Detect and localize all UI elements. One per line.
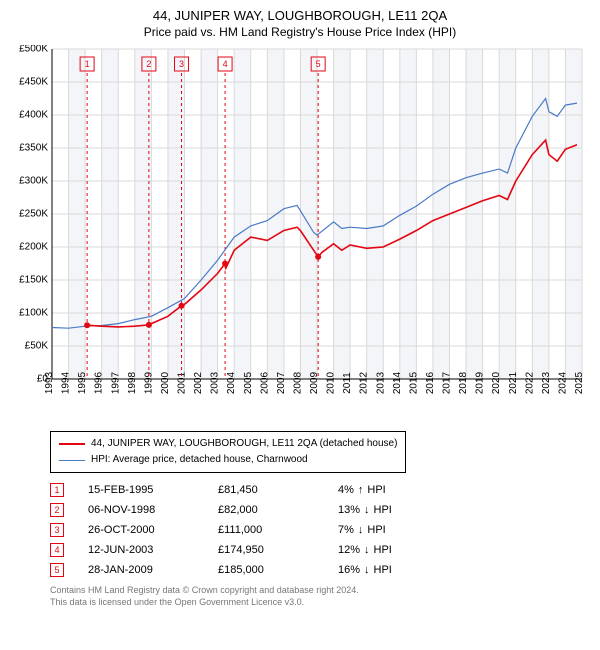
transaction-marker: 3 xyxy=(50,523,64,537)
legend-row-red: 44, JUNIPER WAY, LOUGHBOROUGH, LE11 2QA … xyxy=(59,436,397,452)
svg-text:1998: 1998 xyxy=(127,371,138,394)
svg-text:£450K: £450K xyxy=(19,77,48,88)
transaction-pct: 4% ↑ HPI xyxy=(338,484,438,496)
legend-label-red: 44, JUNIPER WAY, LOUGHBOROUGH, LE11 2QA … xyxy=(91,436,397,452)
svg-text:3: 3 xyxy=(179,59,184,69)
legend: 44, JUNIPER WAY, LOUGHBOROUGH, LE11 2QA … xyxy=(50,431,406,473)
svg-text:2013: 2013 xyxy=(375,371,386,394)
svg-text:£50K: £50K xyxy=(25,341,49,352)
svg-text:£500K: £500K xyxy=(19,45,48,55)
svg-text:2002: 2002 xyxy=(193,371,204,394)
transaction-pct: 16% ↓ HPI xyxy=(338,564,438,576)
svg-text:2020: 2020 xyxy=(491,371,502,394)
transaction-pct: 12% ↓ HPI xyxy=(338,544,438,556)
transaction-date: 06-NOV-1998 xyxy=(88,504,218,516)
svg-text:2016: 2016 xyxy=(425,371,436,394)
table-row: 4 12-JUN-2003£174,95012% ↓ HPI xyxy=(50,543,590,557)
transaction-marker: 4 xyxy=(50,543,64,557)
svg-text:2019: 2019 xyxy=(475,371,486,394)
transaction-price: £81,450 xyxy=(218,484,338,496)
transaction-date: 15-FEB-1995 xyxy=(88,484,218,496)
svg-text:4: 4 xyxy=(223,59,228,69)
chart-title: 44, JUNIPER WAY, LOUGHBOROUGH, LE11 2QA xyxy=(10,8,590,23)
svg-text:2008: 2008 xyxy=(292,371,303,394)
legend-row-blue: HPI: Average price, detached house, Char… xyxy=(59,452,397,468)
svg-text:2012: 2012 xyxy=(359,371,370,394)
legend-swatch-blue xyxy=(59,460,85,461)
table-row: 3 26-OCT-2000£111,0007% ↓ HPI xyxy=(50,523,590,537)
transaction-price: £82,000 xyxy=(218,504,338,516)
svg-text:2014: 2014 xyxy=(392,371,403,394)
transaction-marker: 1 xyxy=(50,483,64,497)
footer-line-1: Contains HM Land Registry data © Crown c… xyxy=(50,585,590,597)
svg-text:£400K: £400K xyxy=(19,110,48,121)
footer-line-2: This data is licensed under the Open Gov… xyxy=(50,597,590,609)
svg-text:2000: 2000 xyxy=(160,371,171,394)
svg-text:£350K: £350K xyxy=(19,143,48,154)
svg-text:1996: 1996 xyxy=(94,371,105,394)
svg-text:2024: 2024 xyxy=(557,371,568,394)
svg-text:2007: 2007 xyxy=(276,371,287,394)
svg-text:£250K: £250K xyxy=(19,209,48,220)
svg-text:2: 2 xyxy=(146,59,151,69)
svg-text:2015: 2015 xyxy=(408,371,419,394)
transaction-pct: 7% ↓ HPI xyxy=(338,524,438,536)
transaction-date: 26-OCT-2000 xyxy=(88,524,218,536)
svg-text:1997: 1997 xyxy=(110,371,121,394)
svg-text:1995: 1995 xyxy=(77,371,88,394)
svg-text:2005: 2005 xyxy=(243,371,254,394)
svg-text:2021: 2021 xyxy=(508,371,519,394)
table-row: 1 15-FEB-1995£81,4504% ↑ HPI xyxy=(50,483,590,497)
arrow-down-icon: ↓ xyxy=(364,544,370,556)
transaction-price: £174,950 xyxy=(218,544,338,556)
svg-text:2023: 2023 xyxy=(541,371,552,394)
svg-text:1994: 1994 xyxy=(61,371,72,394)
svg-text:2003: 2003 xyxy=(210,371,221,394)
svg-text:1: 1 xyxy=(85,59,90,69)
svg-text:2011: 2011 xyxy=(342,372,353,394)
transaction-date: 28-JAN-2009 xyxy=(88,564,218,576)
arrow-down-icon: ↓ xyxy=(364,504,370,516)
chart-plot: £0£50K£100K£150K£200K£250K£300K£350K£400… xyxy=(10,45,590,425)
arrow-down-icon: ↓ xyxy=(358,524,364,536)
table-row: 5 28-JAN-2009£185,00016% ↓ HPI xyxy=(50,563,590,577)
svg-text:5: 5 xyxy=(316,59,321,69)
transaction-price: £111,000 xyxy=(218,524,338,536)
arrow-down-icon: ↓ xyxy=(364,564,370,576)
svg-text:£150K: £150K xyxy=(19,275,48,286)
arrow-up-icon: ↑ xyxy=(358,484,364,496)
transaction-date: 12-JUN-2003 xyxy=(88,544,218,556)
table-row: 2 06-NOV-1998£82,00013% ↓ HPI xyxy=(50,503,590,517)
svg-text:2025: 2025 xyxy=(574,371,585,394)
svg-text:£200K: £200K xyxy=(19,242,48,253)
transaction-table: 115-FEB-1995£81,4504% ↑ HPI206-NOV-1998£… xyxy=(50,483,590,577)
svg-text:2017: 2017 xyxy=(442,371,453,394)
chart-subtitle: Price paid vs. HM Land Registry's House … xyxy=(10,25,590,39)
legend-swatch-red xyxy=(59,443,85,445)
transaction-marker: 2 xyxy=(50,503,64,517)
transaction-pct: 13% ↓ HPI xyxy=(338,504,438,516)
svg-text:1993: 1993 xyxy=(44,371,55,394)
svg-text:2006: 2006 xyxy=(259,371,270,394)
transaction-price: £185,000 xyxy=(218,564,338,576)
svg-text:2004: 2004 xyxy=(226,371,237,394)
legend-label-blue: HPI: Average price, detached house, Char… xyxy=(91,452,308,468)
svg-text:2022: 2022 xyxy=(524,371,535,394)
footer: Contains HM Land Registry data © Crown c… xyxy=(50,585,590,608)
svg-text:£100K: £100K xyxy=(19,308,48,319)
svg-text:2018: 2018 xyxy=(458,371,469,394)
svg-text:2010: 2010 xyxy=(326,371,337,394)
chart-container: 44, JUNIPER WAY, LOUGHBOROUGH, LE11 2QA … xyxy=(0,0,600,612)
transaction-marker: 5 xyxy=(50,563,64,577)
svg-text:£300K: £300K xyxy=(19,176,48,187)
